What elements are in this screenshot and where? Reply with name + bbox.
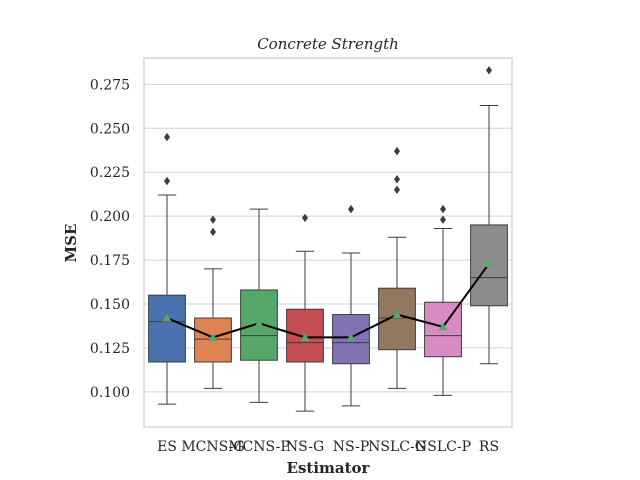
mean-marker xyxy=(392,310,402,319)
outlier-point xyxy=(439,215,447,224)
mean-marker xyxy=(346,332,356,341)
outlier-point xyxy=(209,227,217,237)
x-tick-label: MCNS-P xyxy=(228,439,290,455)
y-tick-label: 0.175 xyxy=(90,253,130,269)
mean-line xyxy=(166,262,490,339)
x-tick-label: ES xyxy=(157,439,177,455)
x-tick-label: RS xyxy=(479,439,499,455)
iqr-box xyxy=(148,294,186,363)
mean-marker xyxy=(484,259,494,268)
mean-marker xyxy=(208,332,218,341)
outlier-point xyxy=(393,146,401,156)
x-tick-label: MCNS-G xyxy=(181,439,244,455)
outlier-point xyxy=(485,66,493,75)
mean-marker xyxy=(254,318,264,327)
x-tick-label: NSLC-G xyxy=(368,439,426,455)
outlier-point xyxy=(209,215,217,224)
outlier-point xyxy=(393,175,401,184)
mean-marker xyxy=(162,313,172,322)
chart-title: Concrete Strength xyxy=(257,35,399,53)
outlier-point xyxy=(393,185,401,194)
y-tick-label: 0.125 xyxy=(90,341,130,357)
y-tick-label: 0.100 xyxy=(90,385,130,401)
mean-line-layer xyxy=(162,259,494,341)
outlier-point xyxy=(301,213,309,223)
mean-marker xyxy=(438,322,448,331)
outlier-point xyxy=(347,204,355,214)
x-tick-label: NSLC-P xyxy=(415,439,471,455)
y-axis-title: MSE xyxy=(62,224,80,263)
y-tick-label: 0.225 xyxy=(90,165,130,181)
outlier-point xyxy=(163,132,171,142)
y-tick-label: 0.150 xyxy=(90,297,130,313)
iqr-box xyxy=(378,287,416,351)
y-tick-label: 0.275 xyxy=(90,77,130,93)
box-ES xyxy=(148,132,186,405)
x-tick-label: NS-G xyxy=(286,439,324,455)
box-NSLC-G xyxy=(378,146,416,389)
outlier-point xyxy=(163,176,171,186)
y-tick-label: 0.250 xyxy=(90,121,130,137)
mean-marker xyxy=(300,332,310,341)
x-axis-title: Estimator xyxy=(287,459,371,477)
plot-frame xyxy=(143,57,513,428)
y-tick-label: 0.200 xyxy=(90,209,130,225)
x-tick-label: NS-P xyxy=(333,439,370,455)
outlier-point xyxy=(439,204,447,214)
y-tick-labels: 0.100 0.125 0.150 0.175 0.200 0.225 0.250 0.275 xyxy=(90,77,130,401)
